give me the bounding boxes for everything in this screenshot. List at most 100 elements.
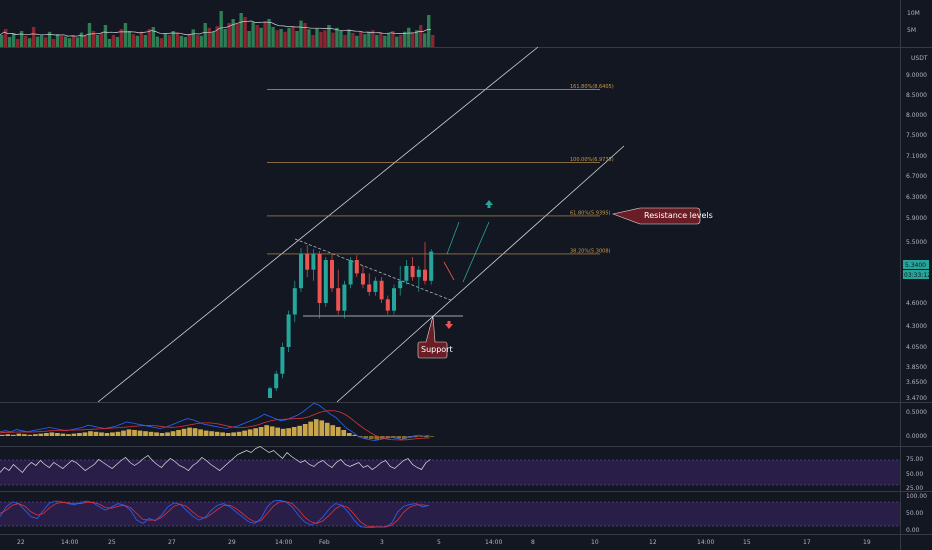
volume-bar: [39, 35, 44, 47]
time-tick-label: 8: [531, 539, 535, 546]
macd-histogram-bar: [374, 436, 380, 440]
time-tick-label: 12: [649, 539, 657, 546]
price-tick-label: 7.1000: [906, 153, 927, 160]
volume-bar: [351, 33, 355, 47]
macd-histogram-bar: [352, 434, 358, 436]
macd-histogram-bar: [390, 436, 396, 438]
macd-histogram-bar: [71, 433, 77, 436]
macd-line: [0, 402, 430, 442]
volume-bar: [423, 33, 427, 47]
macd-histogram-bar: [77, 433, 82, 436]
macd-histogram-bar: [181, 428, 187, 436]
volume-bar: [75, 37, 80, 47]
stoch-tick-label: 50.00: [906, 510, 923, 517]
time-tick-label: 14:00: [61, 539, 78, 546]
candle-body: [354, 260, 359, 274]
candle-body: [348, 260, 353, 285]
macd-histogram-bar: [302, 424, 308, 436]
volume-bar: [83, 35, 88, 47]
volume-bar: [227, 23, 231, 47]
rsi-band: [0, 460, 900, 485]
candle-body: [416, 269, 421, 278]
price-tick-label: 6.3000: [906, 194, 927, 201]
macd-histogram-bar: [275, 427, 281, 436]
rsi-tick-label: 75.00: [906, 456, 923, 463]
macd-histogram-bar: [11, 434, 16, 436]
macd-histogram-bar: [220, 432, 225, 436]
countdown-badge: [903, 270, 929, 279]
volume-bar: [11, 33, 16, 47]
macd-histogram-bar: [38, 433, 44, 436]
volume-bar: [111, 35, 116, 47]
volume-bar: [187, 34, 191, 47]
volume-bar: [375, 35, 379, 47]
candle-body: [299, 254, 303, 289]
time-tick-label: 14:00: [485, 539, 502, 546]
volume-bar: [31, 27, 36, 47]
macd-histogram-bar: [121, 430, 126, 436]
volume-bar: [99, 33, 104, 47]
macd-histogram-bar: [214, 431, 220, 436]
macd-histogram-bar: [313, 419, 319, 436]
volume-bar: [163, 33, 168, 47]
volume-tick-label: 5M: [907, 27, 916, 34]
candles: [268, 242, 434, 398]
volume-bar: [263, 21, 267, 47]
macd-histogram-bar: [231, 432, 236, 436]
drawings-layer: Resistance levels Support: [97, 46, 713, 403]
macd-histogram-bar: [154, 432, 159, 436]
volume-bar: [147, 29, 152, 47]
volume-bar: [43, 37, 48, 47]
volume-bar: [415, 30, 419, 47]
price-tick-label: 5.5000: [906, 239, 927, 246]
macd-histogram-bar: [297, 425, 303, 436]
volume-bar: [203, 23, 207, 47]
macd-histogram-bar: [335, 427, 341, 436]
candle-body: [379, 280, 384, 300]
candle-body: [268, 388, 272, 398]
macd-histogram-bar: [170, 431, 176, 436]
volume-bar: [295, 31, 299, 47]
volume-bar: [123, 23, 128, 47]
volume-bar: [243, 17, 247, 47]
macd-histogram-bar: [269, 426, 275, 436]
volume-bar: [391, 31, 395, 47]
macd-histogram-bar: [286, 428, 292, 436]
macd-histogram-bar: [346, 433, 352, 436]
volume-bar: [307, 29, 311, 47]
volume-bar: [267, 19, 271, 47]
volume-bar: [207, 27, 211, 47]
volume-bar: [239, 13, 243, 47]
time-tick-label: 19: [863, 539, 871, 546]
volume-bar: [223, 29, 227, 47]
macd-histogram-bar: [280, 428, 286, 436]
macd-histogram-bar: [247, 429, 253, 436]
volume-bar: [3, 29, 8, 47]
price-tick-label: 8.0000: [906, 112, 927, 119]
candle-body: [373, 280, 378, 292]
time-tick-label: 5: [437, 539, 441, 546]
candle-body: [361, 273, 365, 285]
macd-histogram-bar: [33, 434, 38, 436]
volume-bar: [383, 35, 387, 47]
volume-bar: [27, 38, 32, 47]
macd-histogram-bar: [60, 433, 66, 436]
stoch-tick-label: 0.00: [906, 527, 920, 534]
volume-bar: [55, 34, 60, 47]
macd-histogram-bar: [236, 431, 242, 436]
macd-histogram-bar: [319, 420, 325, 436]
macd-histogram-bar: [143, 431, 148, 436]
volume-bar: [367, 31, 371, 47]
macd-histogram-bar: [0, 434, 5, 436]
volume-bar: [387, 33, 391, 47]
time-tick-label: 25: [108, 539, 116, 546]
fib-level-label: 38.20%(5.3008): [570, 248, 611, 254]
candle-body: [286, 314, 291, 347]
macd-histogram-bar: [396, 436, 402, 439]
volume-bar: [127, 31, 132, 47]
macd-histogram-bar: [27, 434, 33, 436]
volume-bar: [23, 35, 28, 47]
price-tick-label: 3.6500: [906, 379, 927, 386]
volume-bar: [171, 31, 175, 47]
volume-bar: [355, 35, 359, 47]
